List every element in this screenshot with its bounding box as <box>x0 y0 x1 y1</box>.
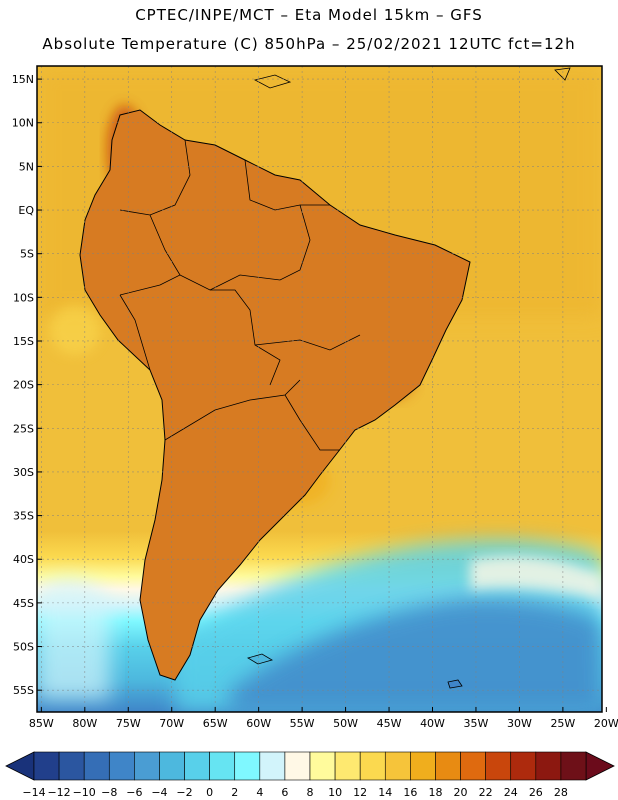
colorbar-label: −4 <box>151 786 167 799</box>
longitude-label: 85W <box>29 717 54 730</box>
latitude-label: 55S <box>13 684 34 697</box>
longitude-label: 45W <box>377 717 402 730</box>
colorbar-swatch <box>485 751 512 781</box>
map-title: CPTEC/INPE/MCT – Eta Model 15km – GFS <box>135 6 483 24</box>
longitude-label: 75W <box>116 717 141 730</box>
lat-lon-grid <box>37 66 602 712</box>
colorbar-label: 8 <box>307 786 314 799</box>
longitude-label: 60W <box>246 717 271 730</box>
colorbar-label: 6 <box>281 786 288 799</box>
colorbar-swatch <box>510 751 537 781</box>
colorbar-label: 22 <box>479 786 493 799</box>
map-subtitle: Absolute Temperature (C) 850hPa – 25/02/… <box>42 35 576 53</box>
colorbar-underflow-triangle <box>5 751 35 781</box>
colorbar-label: 24 <box>504 786 518 799</box>
latitude-label: 15N <box>12 73 34 86</box>
colorbar-label: 26 <box>529 786 543 799</box>
colorbar-swatch <box>234 751 261 781</box>
longitude-label: 30W <box>507 717 532 730</box>
longitude-label: 70W <box>159 717 184 730</box>
longitude-label: 65W <box>203 717 228 730</box>
colorbar-label: 12 <box>353 786 367 799</box>
colorbar-label: −10 <box>73 786 96 799</box>
map-frame <box>36 65 603 713</box>
longitude-label: 80W <box>72 717 97 730</box>
colorbar-label: 28 <box>554 786 568 799</box>
latitude-label: 25S <box>13 422 34 435</box>
colorbar: −14 −12 −10 −8 −6 −4 −2 0 2 4 6 8 10 12 14 16 18 20 22 24 26… <box>5 751 615 799</box>
colorbar-swatch <box>33 751 60 781</box>
colorbar-swatch <box>134 751 160 781</box>
colorbar-swatch <box>58 751 85 781</box>
latitude-label: 30S <box>13 466 34 479</box>
temperature-field <box>37 66 602 712</box>
colorbar-swatch <box>535 751 562 781</box>
colorbar-swatch <box>359 751 386 781</box>
longitude-label: 35W <box>464 717 489 730</box>
colorbar-swatch <box>384 751 411 781</box>
latitude-label: 20S <box>13 379 34 392</box>
colorbar-label: 0 <box>206 786 213 799</box>
longitude-labels: 85W 80W 75W 70W 65W 60W 55W 50W 45W 40W 35W 30W 25W 2… <box>29 707 618 730</box>
latitude-label: 15S <box>13 335 34 348</box>
colorbar-label: −2 <box>176 786 192 799</box>
longitude-label: 50W <box>333 717 358 730</box>
colorbar-swatch <box>410 751 436 781</box>
latitude-label: 10S <box>13 291 34 304</box>
colorbar-swatch <box>108 751 135 781</box>
colorbar-swatch <box>309 751 336 781</box>
latitude-label: 5N <box>19 160 34 173</box>
colorbar-swatch <box>334 751 361 781</box>
colorbar-swatch <box>209 751 236 781</box>
colorbar-label: 20 <box>454 786 468 799</box>
colorbar-swatch <box>435 751 461 781</box>
colorbar-label: −14 <box>22 786 45 799</box>
longitude-label: 20W <box>594 717 618 730</box>
latitude-label: 40S <box>13 553 34 566</box>
colorbar-label: 18 <box>428 786 442 799</box>
colorbar-label: 4 <box>256 786 263 799</box>
colorbar-swatch <box>284 751 311 781</box>
latitude-label: 5S <box>20 248 34 261</box>
latitude-label: EQ <box>18 204 34 217</box>
colorbar-label: −8 <box>101 786 117 799</box>
colorbar-swatch <box>460 751 486 781</box>
colorbar-label: 14 <box>378 786 392 799</box>
colorbar-label: 16 <box>403 786 417 799</box>
colorbar-label: −6 <box>126 786 142 799</box>
latitude-label: 50S <box>13 641 34 654</box>
latitude-labels: 15N 10N 5N EQ 5S 10S 15S 20S 25S 30S 35S 40S 45S 50S 5… <box>12 73 42 697</box>
colorbar-label: −12 <box>47 786 70 799</box>
latitude-label: 35S <box>13 510 34 523</box>
latitude-label: 45S <box>13 597 34 610</box>
colorbar-swatch <box>159 751 185 781</box>
longitude-label: 40W <box>420 717 445 730</box>
colorbar-label: 2 <box>231 786 238 799</box>
colorbar-label: 10 <box>328 786 342 799</box>
colorbar-swatch <box>184 751 210 781</box>
latitude-label: 10N <box>12 117 34 130</box>
longitude-label: 25W <box>550 717 575 730</box>
colorbar-overflow-triangle <box>585 751 615 781</box>
country-borders <box>119 139 361 451</box>
longitude-label: 55W <box>290 717 315 730</box>
colorbar-swatch <box>259 751 286 781</box>
colorbar-swatch <box>560 751 587 781</box>
colorbar-swatch <box>83 751 110 781</box>
